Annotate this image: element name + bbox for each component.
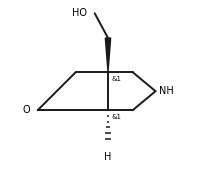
Text: &1: &1 (112, 114, 122, 120)
Polygon shape (105, 38, 111, 72)
Text: H: H (104, 152, 112, 162)
Text: &1: &1 (112, 76, 122, 82)
Text: O: O (22, 105, 30, 115)
Text: HO: HO (72, 8, 87, 18)
Text: NH: NH (159, 86, 174, 96)
